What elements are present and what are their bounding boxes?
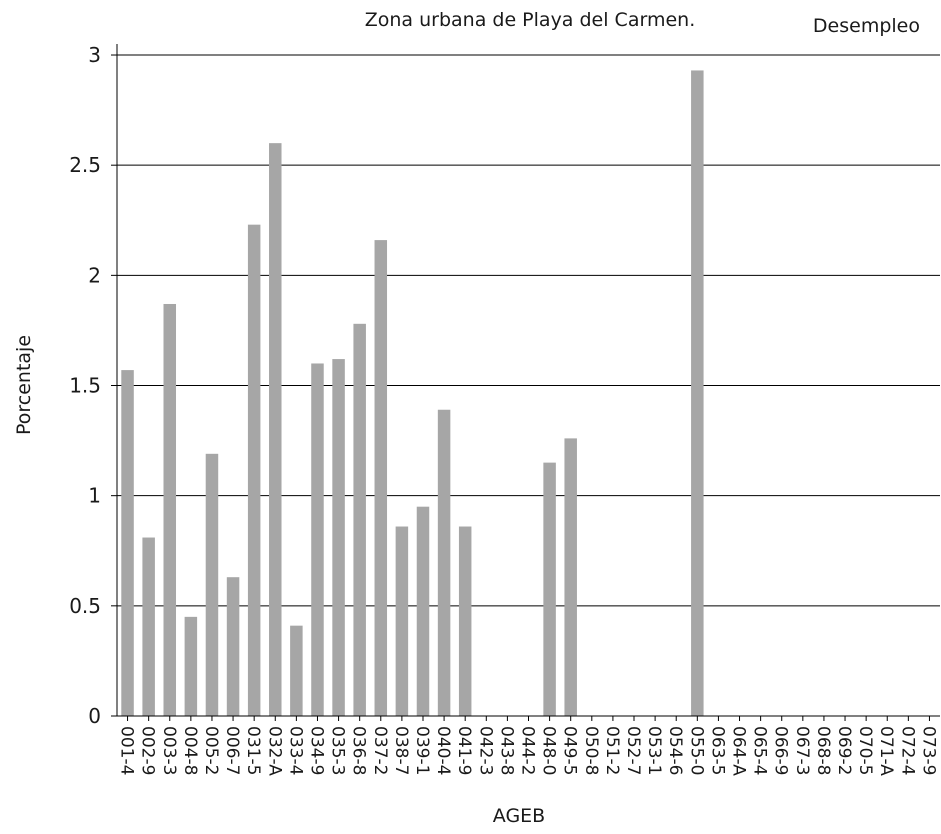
x-tick-label: 044-2 (518, 726, 538, 775)
bar-003-3 (163, 303, 177, 716)
bar-049-5 (564, 438, 577, 716)
x-tick-label: 055-0 (686, 726, 706, 775)
x-tick-label: 037-2 (370, 726, 390, 775)
x-tick-label: 068-8 (813, 726, 833, 775)
x-tick-label: 054-6 (665, 726, 685, 775)
x-tick-label: 043-8 (496, 726, 516, 775)
x-tick-label: 042-3 (475, 726, 495, 775)
x-tick-label: 049-5 (560, 726, 580, 775)
bar-035-3 (332, 359, 345, 716)
bar-001-4 (121, 370, 134, 716)
bar-034-9 (311, 363, 324, 716)
bar-004-8 (184, 616, 198, 716)
x-tick-label: 031-5 (243, 726, 263, 775)
x-tick-label: 005-2 (201, 726, 221, 775)
x-tick-label: 051-2 (602, 726, 622, 775)
x-tick-label: 052-7 (623, 726, 643, 775)
axes (116, 44, 940, 721)
y-tick-label: 0 (88, 704, 101, 728)
bar-032-A (269, 143, 282, 717)
y-tick-label: 1.5 (69, 374, 101, 398)
y-tick-label: 3 (88, 43, 101, 67)
chart-title: Zona urbana de Playa del Carmen. (365, 9, 695, 31)
x-tick-label: 070-5 (855, 726, 875, 775)
bar-048-0 (543, 462, 556, 716)
bar-037-2 (374, 240, 388, 716)
x-tick-label: 039-1 (412, 726, 432, 775)
x-tick-label: 073-9 (918, 726, 938, 775)
x-tick-label: 065-4 (750, 726, 770, 775)
x-tick-label: 071-A (876, 726, 896, 776)
x-tick-label: 050-8 (581, 726, 601, 775)
bar-039-1 (416, 506, 430, 716)
x-tick-label: 048-0 (539, 726, 559, 775)
bar-038-7 (395, 526, 409, 716)
bar-006-7 (226, 577, 240, 716)
bar-002-9 (142, 537, 155, 716)
x-tick-label: 032-A (264, 726, 284, 776)
x-tick-label: 067-3 (792, 726, 812, 775)
bar-033-4 (290, 625, 303, 716)
bars (121, 70, 704, 717)
x-tick-label: 053-1 (644, 726, 664, 775)
x-tick-label: 036-8 (349, 726, 369, 775)
bar-036-8 (353, 323, 366, 716)
x-tick-label: 006-7 (222, 726, 242, 775)
bar-005-2 (205, 453, 219, 716)
x-tick-label: 064-A (729, 726, 749, 776)
x-tick-label: 033-4 (285, 726, 305, 775)
chart-subtitle: Desempleo (813, 15, 920, 37)
bar-031-5 (247, 224, 261, 716)
x-tick-label: 041-9 (454, 726, 474, 775)
x-tick-label: 003-3 (159, 726, 179, 775)
x-tick-label: 004-8 (180, 726, 200, 775)
y-tick-label: 2.5 (69, 153, 101, 177)
x-tick-label: 038-7 (391, 726, 411, 775)
x-tick-label: 063-5 (707, 726, 727, 775)
y-tick-labels: 0 0.5 1 1.5 2 2.5 3 (69, 43, 101, 728)
bar-040-4 (437, 409, 451, 716)
x-tick-label: 034-9 (306, 726, 326, 775)
x-tick-label: 069-2 (834, 726, 854, 775)
bar-041-9 (458, 526, 472, 716)
bar-055-0 (691, 70, 704, 717)
x-tick-label: 035-3 (328, 726, 348, 775)
x-axis-label: AGEB (493, 805, 545, 827)
x-tick-label: 001-4 (117, 726, 137, 775)
x-tick-label: 066-9 (771, 726, 791, 775)
x-tick-label: 072-4 (897, 726, 917, 775)
y-axis-label: Porcentaje (13, 335, 35, 435)
x-tick-label: 040-4 (433, 726, 453, 775)
x-tick-label: 002-9 (138, 726, 158, 775)
y-tick-label: 2 (88, 263, 101, 287)
y-tick-label: 1 (88, 484, 101, 508)
y-tick-label: 0.5 (69, 594, 101, 618)
x-tick-labels: 001-4 002-9 003-3 004-8 005-2 006-7 031-5 032-A… (117, 726, 939, 776)
